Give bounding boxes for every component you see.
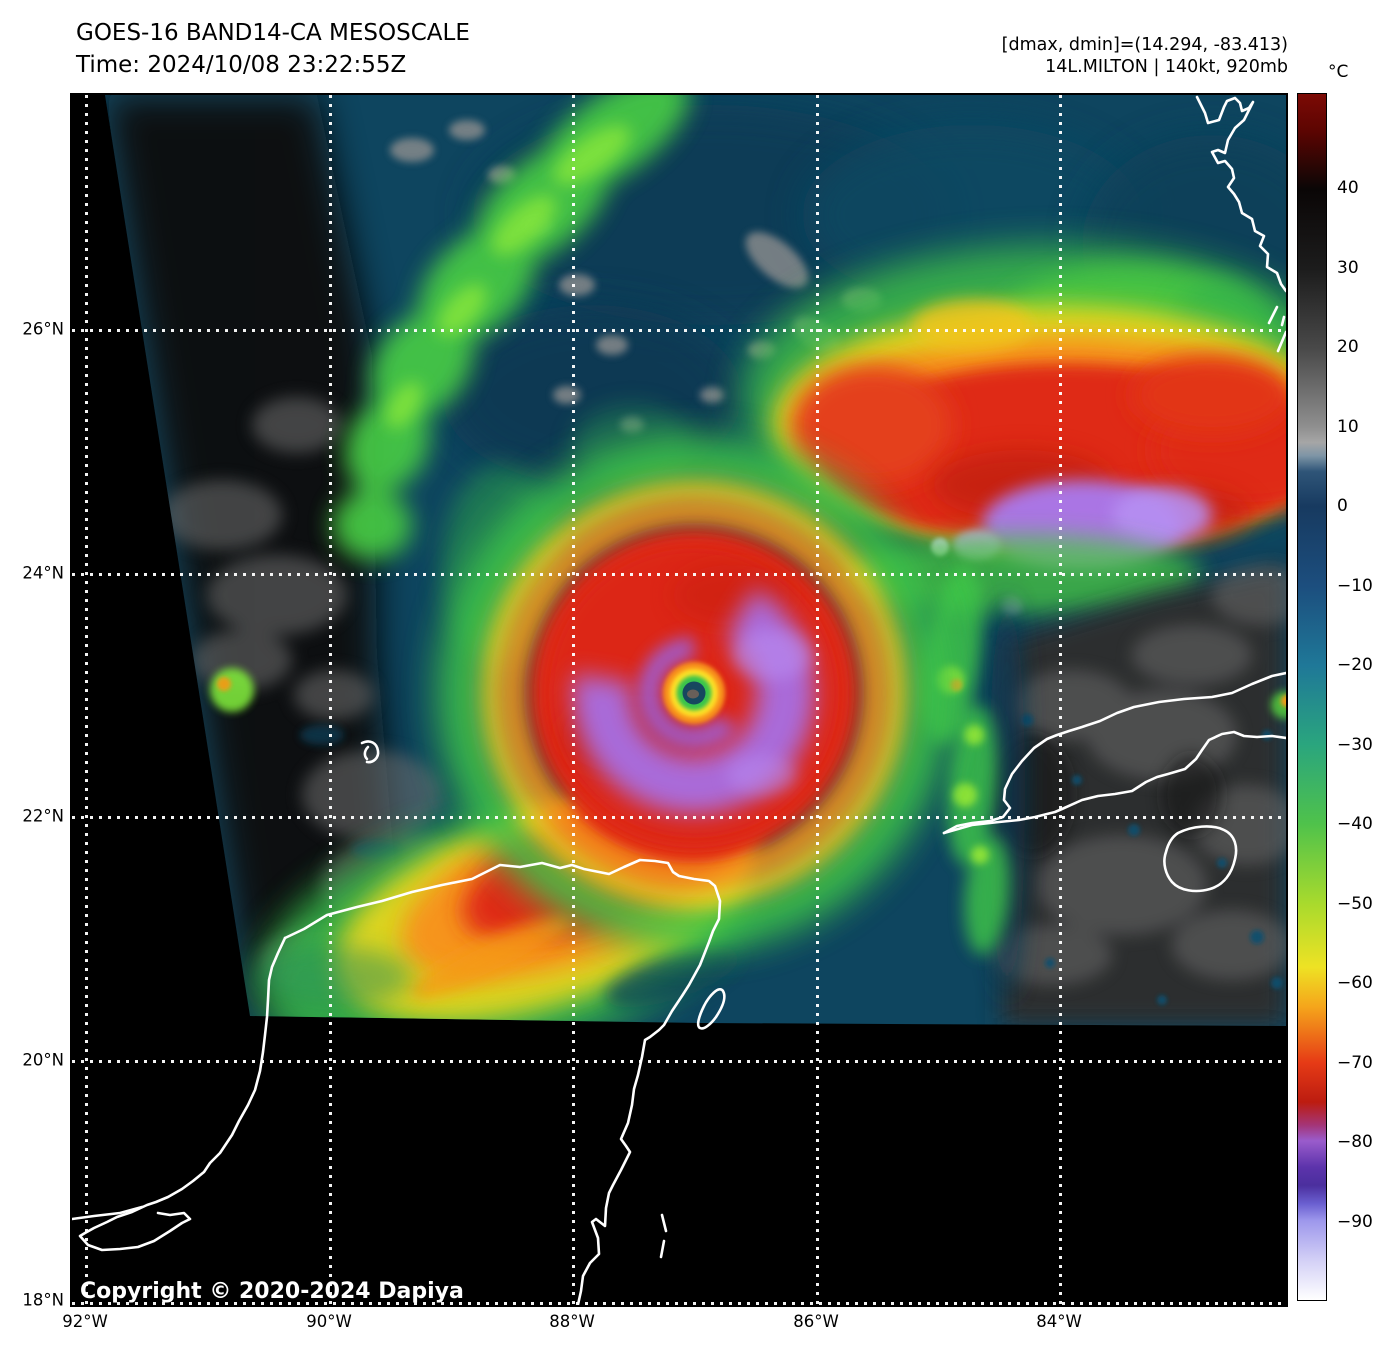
colorbar-tick--70: −70 bbox=[1337, 1052, 1373, 1073]
island-ambergris bbox=[659, 1213, 668, 1259]
florida-keys-islets bbox=[1267, 305, 1286, 353]
satellite-scene bbox=[72, 95, 1286, 1305]
colorbar-tick--50: −50 bbox=[1337, 893, 1373, 914]
warm-eye-spot bbox=[687, 689, 699, 699]
lat-label-26°N: 26°N bbox=[22, 319, 64, 339]
gridline-meridian bbox=[572, 95, 575, 1305]
colorbar-tick--40: −40 bbox=[1337, 814, 1373, 835]
image-timestamp: Time: 2024/10/08 23:22:55Z bbox=[76, 52, 407, 78]
gridline-meridian bbox=[1059, 95, 1062, 1305]
lon-label-92°W: 92°W bbox=[62, 1312, 108, 1331]
coast-campeche bbox=[78, 936, 287, 1252]
colorbar-tick-40: 40 bbox=[1337, 178, 1359, 199]
coast-yucatan bbox=[283, 858, 722, 1305]
hurricane-milton-core bbox=[438, 437, 950, 949]
lat-label-18°N: 18°N bbox=[22, 1290, 64, 1310]
lat-label-20°N: 20°N bbox=[22, 1050, 64, 1070]
colorbar-tick--10: −10 bbox=[1337, 575, 1373, 596]
colorbar-unit-label: °C bbox=[1328, 62, 1349, 82]
colorbar-tick-20: 20 bbox=[1337, 337, 1359, 358]
colorbar-tick-0: 0 bbox=[1337, 496, 1348, 517]
gridline-meridian bbox=[816, 95, 819, 1305]
island-cozumel bbox=[696, 988, 726, 1030]
page-title: GOES-16 BAND14-CA MESOSCALE bbox=[76, 20, 470, 46]
colorbar-tick-30: 30 bbox=[1337, 257, 1359, 278]
colorbar-tick-10: 10 bbox=[1337, 416, 1359, 437]
lat-label-24°N: 24°N bbox=[22, 563, 64, 583]
storm-info-line: 14L.MILTON | 140kt, 920mb bbox=[1045, 57, 1288, 77]
coast-florida bbox=[1195, 95, 1286, 293]
lon-label-84°W: 84°W bbox=[1036, 1312, 1082, 1331]
island-isla-juventud bbox=[1163, 825, 1238, 893]
gridline-meridian bbox=[85, 95, 88, 1305]
satellite-map-frame bbox=[70, 93, 1288, 1307]
temperature-colorbar bbox=[1297, 93, 1327, 1301]
gridline-parallel bbox=[72, 573, 1286, 576]
gridline-parallel bbox=[72, 329, 1286, 332]
colorbar-tick--60: −60 bbox=[1337, 973, 1373, 994]
gridline-parallel bbox=[72, 1302, 1286, 1305]
lon-label-88°W: 88°W bbox=[549, 1312, 595, 1331]
ir-imagery bbox=[105, 95, 1286, 1026]
copyright-watermark: Copyright © 2020-2024 Dapiya bbox=[80, 1279, 464, 1304]
colorbar-tick--80: −80 bbox=[1337, 1132, 1373, 1153]
gridline-parallel bbox=[72, 816, 1286, 819]
coast-lagoon-bar bbox=[72, 1205, 144, 1221]
lon-label-86°W: 86°W bbox=[793, 1312, 839, 1331]
colorbar-tick--30: −30 bbox=[1337, 734, 1373, 755]
lon-label-90°W: 90°W bbox=[306, 1312, 352, 1331]
lat-label-22°N: 22°N bbox=[22, 806, 64, 826]
gridline-parallel bbox=[72, 1060, 1286, 1063]
colorbar-tick--90: −90 bbox=[1337, 1211, 1373, 1232]
header-right-block: [dmax, dmin]=(14.294, -83.413) 14L.MILTO… bbox=[1002, 34, 1288, 78]
gridline-meridian bbox=[329, 95, 332, 1305]
reef-alacranes bbox=[360, 740, 380, 764]
dmax-dmin-readout: [dmax, dmin]=(14.294, -83.413) bbox=[1001, 35, 1288, 55]
colorbar-tick--20: −20 bbox=[1337, 655, 1373, 676]
